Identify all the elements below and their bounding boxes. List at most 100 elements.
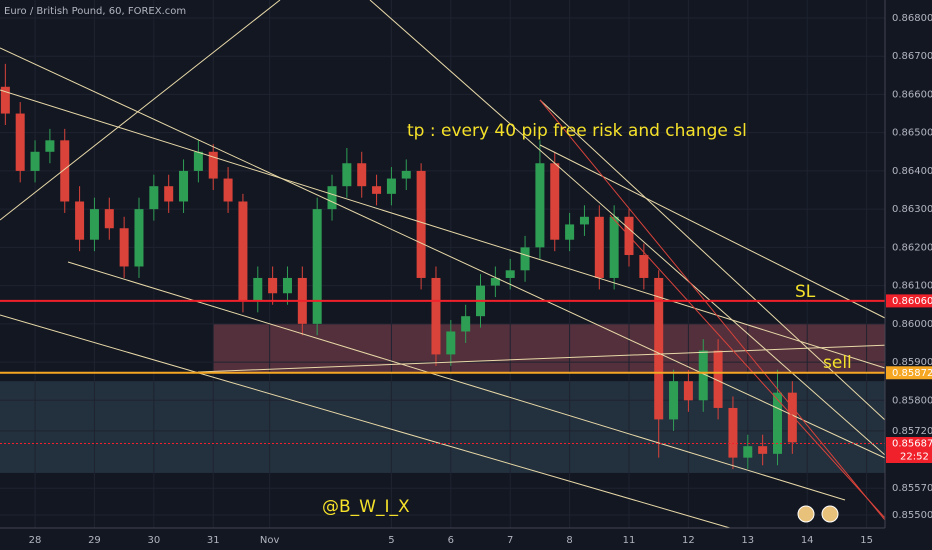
candle-body bbox=[149, 186, 159, 210]
candle-body bbox=[179, 170, 189, 202]
candle-body bbox=[238, 201, 248, 301]
x-tick-label: 8 bbox=[566, 535, 572, 546]
icon[interactable] bbox=[797, 505, 815, 523]
x-tick-label: 31 bbox=[207, 535, 220, 546]
candle-body bbox=[728, 407, 738, 458]
trendline bbox=[197, 344, 891, 373]
y-tick-label: 0.85800 bbox=[892, 395, 932, 406]
candle-body bbox=[772, 392, 782, 454]
x-tick-label: 6 bbox=[448, 535, 454, 546]
candle-body bbox=[104, 209, 114, 229]
trendline bbox=[539, 99, 886, 521]
x-tick-label: 7 bbox=[507, 535, 513, 546]
candle-body bbox=[89, 209, 99, 240]
candle-body bbox=[60, 140, 70, 202]
candle-body bbox=[193, 151, 203, 171]
level-tag bbox=[886, 366, 932, 380]
y-tick-label: 0.86300 bbox=[892, 204, 932, 215]
x-tick-label: 14 bbox=[801, 535, 814, 546]
candles bbox=[0, 63, 797, 470]
x-tick-label: 12 bbox=[682, 535, 695, 546]
candle-body bbox=[75, 201, 85, 240]
axis: 0.86800 0.86700 0.86600 0.86500 0.86400 0.863… bbox=[29, 13, 932, 546]
candle-body bbox=[357, 163, 367, 187]
trendline bbox=[539, 99, 886, 421]
candle-body bbox=[30, 151, 40, 171]
x-tick-label: 5 bbox=[388, 535, 394, 546]
candle-body bbox=[45, 140, 55, 152]
icon[interactable] bbox=[821, 505, 839, 523]
candle-body bbox=[713, 350, 723, 408]
annotation: @B_W_I_X bbox=[322, 497, 410, 517]
y-tick-label: 0.85720 bbox=[892, 426, 932, 437]
candle-body bbox=[0, 86, 10, 114]
candle-body bbox=[461, 316, 471, 332]
candle-body bbox=[609, 216, 619, 278]
candle-body bbox=[669, 381, 679, 420]
candle-body bbox=[327, 186, 337, 210]
y-tick-label: 0.86600 bbox=[892, 89, 932, 100]
candle-body bbox=[654, 277, 664, 420]
annotation: tp : every 40 pip free risk and change s… bbox=[407, 121, 747, 141]
candle-body bbox=[134, 209, 144, 267]
zone bbox=[213, 323, 885, 374]
annotation: SL bbox=[795, 282, 816, 302]
candle-body bbox=[743, 446, 753, 458]
trendline bbox=[0, 47, 886, 459]
y-tick-label: 0.85900 bbox=[892, 357, 932, 368]
trendline bbox=[0, 0, 281, 221]
candle-body bbox=[15, 113, 25, 171]
zones bbox=[0, 323, 885, 473]
candle-body bbox=[164, 186, 174, 202]
candle-body bbox=[268, 277, 278, 294]
candle-body bbox=[416, 170, 426, 278]
candle-body bbox=[282, 277, 292, 294]
y-tick-label: 0.86000 bbox=[892, 319, 932, 330]
candle-body bbox=[208, 151, 218, 179]
candle-body bbox=[223, 178, 233, 202]
chart-title: Euro / British Pound, 60, FOREX.com bbox=[4, 6, 186, 17]
candle-body bbox=[594, 216, 604, 278]
candle-body bbox=[758, 446, 768, 454]
trendline bbox=[0, 89, 886, 369]
trendline bbox=[0, 314, 731, 529]
trendline bbox=[539, 144, 886, 319]
candle-body bbox=[698, 350, 708, 401]
candle-body bbox=[119, 228, 129, 267]
x-tick-label: 28 bbox=[29, 535, 42, 546]
price-axis bbox=[885, 0, 932, 550]
trendlines bbox=[0, 0, 891, 529]
candle-body bbox=[490, 277, 500, 286]
candle-body bbox=[535, 163, 545, 248]
y-tick-label: 0.86800 bbox=[892, 13, 932, 24]
y-tick-label: 0.86400 bbox=[892, 166, 932, 177]
y-tick-label: 0.86700 bbox=[892, 51, 932, 62]
countdown: 22:52 bbox=[900, 452, 929, 463]
y-tick-label: 0.86200 bbox=[892, 242, 932, 253]
candle-body bbox=[579, 216, 589, 225]
candle-body bbox=[253, 277, 263, 301]
candle-body bbox=[639, 255, 649, 278]
x-tick-label: 30 bbox=[147, 535, 160, 546]
y-tick-label: 0.86100 bbox=[892, 281, 932, 292]
level-tag bbox=[886, 437, 932, 464]
x-tick-label: 13 bbox=[741, 535, 754, 546]
level-tag bbox=[886, 294, 932, 308]
candle-body bbox=[683, 381, 693, 401]
level-label: 0.86060 bbox=[892, 296, 932, 307]
candle-body bbox=[342, 163, 352, 187]
candle-body bbox=[565, 224, 575, 240]
trendline bbox=[609, 214, 886, 519]
y-tick-label: 0.85500 bbox=[892, 510, 932, 521]
x-tick-label: 15 bbox=[860, 535, 873, 546]
candle-body bbox=[446, 331, 456, 355]
candle-body bbox=[505, 270, 515, 278]
y-tick-label: 0.86500 bbox=[892, 128, 932, 139]
candle-body bbox=[550, 163, 560, 240]
candle-body bbox=[312, 209, 322, 324]
level-label: 0.85687 bbox=[892, 439, 932, 450]
trendline bbox=[369, 0, 886, 456]
level-label: 0.85872 bbox=[892, 368, 932, 379]
candle-body bbox=[386, 178, 396, 194]
